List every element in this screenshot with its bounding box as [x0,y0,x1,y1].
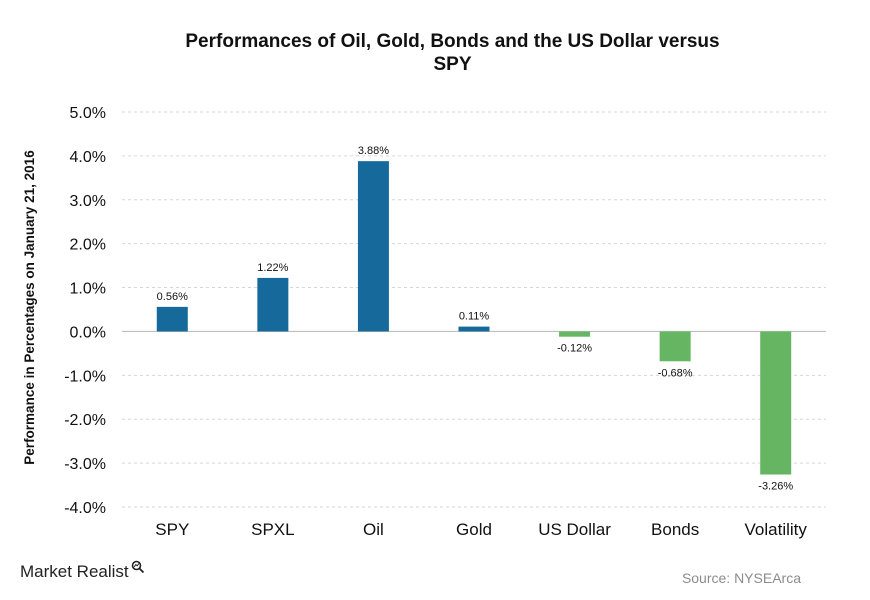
x-tick-label: Bonds [651,520,699,539]
magnifier-icon [131,560,144,574]
bar [156,306,188,332]
chart-title-line-1: Performances of Oil, Gold, Bonds and the… [185,31,720,52]
bar [559,331,591,337]
data-label: 0.11% [459,311,490,323]
data-label: 0.56% [157,291,188,303]
data-label: 1.22% [257,262,288,274]
x-tick-label: Volatility [745,520,808,539]
bar [659,331,691,362]
y-axis-label: Performance in Percentages on January 21… [22,150,37,465]
brand-name: Market Realist [20,562,129,581]
brand-logo: Market Realist [20,560,145,582]
bar [357,161,389,332]
y-tick-label: 2.0% [70,237,106,254]
x-tick-label: Oil [363,520,384,539]
data-label: -0.68% [658,367,693,379]
data-label: 3.88% [358,145,389,157]
bar [458,326,490,332]
y-tick-label: -3.0% [64,456,106,473]
data-label: -3.26% [758,481,793,493]
data-label: -0.12% [557,343,592,355]
x-tick-label: SPY [155,520,189,539]
y-tick-label: -4.0% [64,500,106,517]
y-tick-label: 3.0% [70,193,106,210]
y-tick-label: 4.0% [70,149,106,166]
bar [257,277,289,332]
y-tick-label: -1.0% [64,368,106,385]
y-tick-label: 5.0% [70,105,106,122]
y-tick-label: 0.0% [70,324,106,341]
chart-title-line-2: SPY [433,54,472,75]
x-tick-label: Gold [456,520,492,539]
y-tick-label: -2.0% [64,412,106,429]
chart-title: Performances of Oil, Gold, Bonds and the… [0,30,870,76]
x-tick-label: SPXL [251,520,294,539]
bar [760,331,792,475]
y-tick-label: 1.0% [70,281,106,298]
x-tick-label: US Dollar [538,520,611,539]
source-note: Source: NYSEArca [681,570,801,586]
